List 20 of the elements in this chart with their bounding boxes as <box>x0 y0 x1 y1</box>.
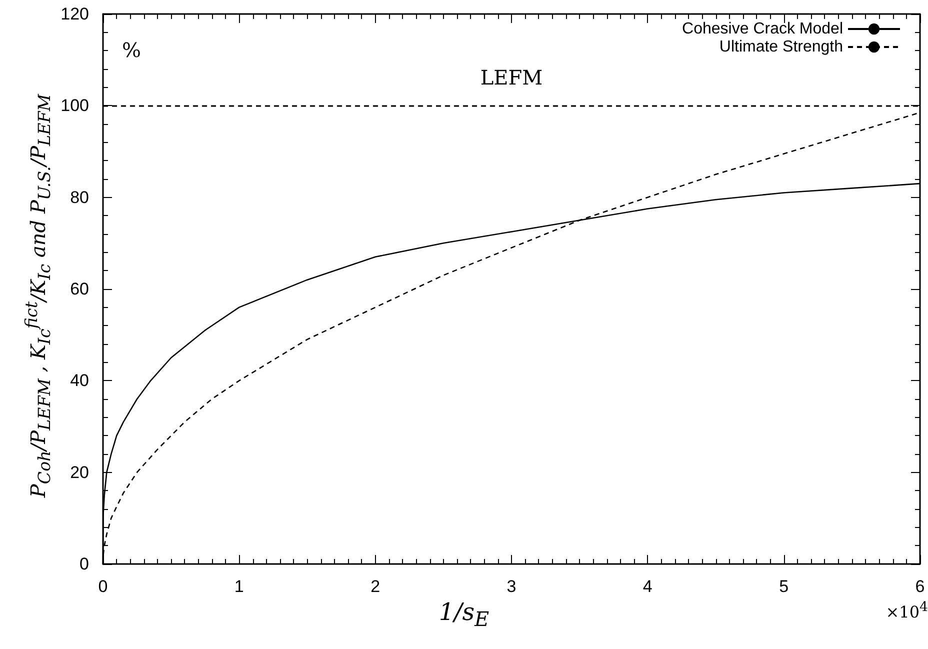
y-tick-label: 100 <box>60 96 89 116</box>
legend-label: Cohesive Crack Model <box>682 20 843 38</box>
y-tick-label: 40 <box>70 371 89 390</box>
y-tick-label: 80 <box>70 188 89 207</box>
legend-label: Ultimate Strength <box>719 38 843 56</box>
text: ×10$^{4}$ <box>886 600 928 622</box>
x-tick-label: 4 <box>642 577 652 596</box>
x-tick-label: 2 <box>370 577 380 596</box>
x-tick-label: 1 <box>234 577 244 596</box>
annotation: % <box>122 38 142 62</box>
ref-line-label: LEFM <box>480 66 543 90</box>
x-tick-label: 3 <box>506 577 516 596</box>
x-tick-label: 5 <box>779 577 789 596</box>
y-tick-label: 120 <box>60 4 89 24</box>
x-tick-label: 6 <box>915 577 925 596</box>
x-tick-label: 0 <box>98 577 108 596</box>
y-tick-label: 0 <box>80 554 89 574</box>
y-tick-label: 60 <box>70 280 89 298</box>
y-tick-label: 20 <box>70 462 89 482</box>
x-axis-title: 1/s$_{E}$ <box>438 598 490 631</box>
